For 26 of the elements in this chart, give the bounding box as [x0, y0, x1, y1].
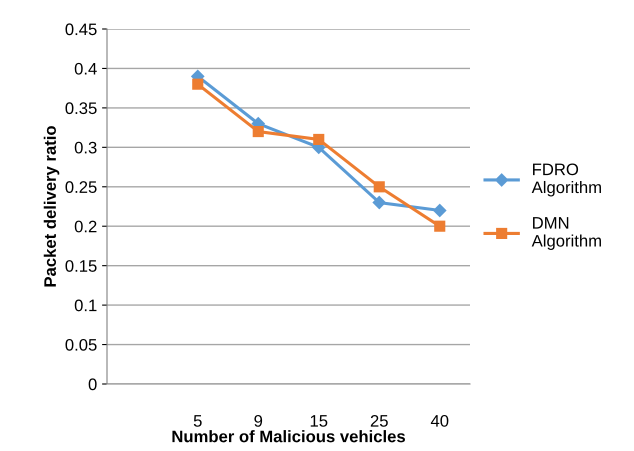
point [192, 78, 204, 90]
x-tick-label: 40 [430, 414, 448, 427]
point [372, 196, 386, 210]
y-tick-label: 0.35 [65, 102, 97, 114]
y-tick-label: 0.25 [65, 181, 97, 193]
y-axis-title: Packet delivery ratio [44, 126, 60, 286]
x-tick-label: 15 [310, 415, 328, 427]
legend-label: FDRO Algorithm [532, 163, 601, 196]
x-tick-label: 9 [254, 414, 262, 427]
point [434, 220, 446, 232]
y-tick-label: 0.4 [74, 62, 97, 75]
y-tick-label: 0.45 [65, 23, 97, 36]
y-tick-label: 0.15 [65, 260, 97, 272]
y-tick-label: 0.1 [74, 300, 96, 312]
point [313, 134, 324, 145]
legend-label: DMN Algorithm [532, 217, 601, 250]
y-tick-label: 0.05 [65, 338, 97, 351]
y-tick-label: 0.2 [74, 220, 96, 232]
point [374, 181, 385, 192]
point [252, 126, 264, 138]
x-axis-title: Number of Malicious vehicles [172, 430, 405, 442]
y-tick-label: 0.3 [74, 142, 97, 154]
x-tick-label: 5 [194, 415, 202, 427]
x-tick-label: 25 [370, 414, 388, 427]
y-tick-label: 0 [88, 378, 97, 390]
point [433, 204, 446, 218]
